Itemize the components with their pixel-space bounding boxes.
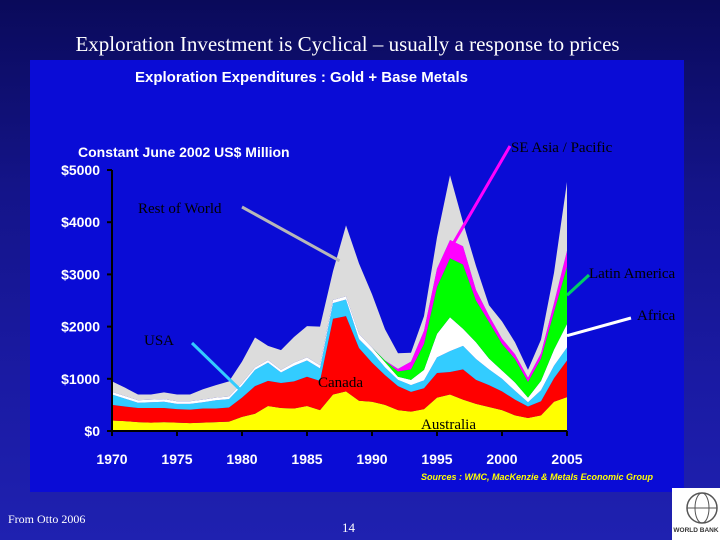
leader-latin-america — [565, 273, 591, 297]
x-tick-label: 1995 — [421, 451, 452, 467]
x-tick-label: 1980 — [226, 451, 257, 467]
x-tick-label: 1990 — [356, 451, 387, 467]
exploration-chart: $0 $1000 $2000 $3000 $4000 $5000 1970 1975 1980… — [61, 69, 676, 482]
slide-title: Exploration Investment is Cyclical – usu… — [75, 32, 620, 56]
footer-source: From Otto 2006 — [8, 512, 86, 526]
x-tick-label: 1970 — [96, 451, 127, 467]
area-canada — [112, 316, 567, 424]
leader-africa — [566, 316, 632, 338]
annotation-label-rest-of-world: Rest of World — [138, 201, 222, 217]
annotation-label-australia: Australia — [421, 417, 476, 433]
y-tick-label: $3000 — [61, 266, 100, 282]
logo-text: WORLD BANK — [673, 527, 718, 534]
annotation-label-latin-america: Latin America — [589, 266, 676, 282]
chart-title: Exploration Expenditures : Gold + Base M… — [135, 69, 468, 86]
leader-rest-of-world — [241, 205, 341, 263]
y-ticks: $0 $1000 $2000 $3000 $4000 $5000 — [61, 162, 112, 439]
y-tick-label: $2000 — [61, 319, 100, 335]
leader-se-asia-pacific — [448, 145, 512, 250]
annotation-label-usa: USA — [144, 333, 174, 349]
x-tick-label: 1985 — [291, 451, 322, 467]
world-bank-logo: WORLD BANK — [672, 488, 720, 540]
y-tick-label: $1000 — [61, 371, 100, 387]
page-number: 14 — [342, 520, 355, 535]
area-usa — [112, 299, 567, 410]
leader-usa — [190, 341, 244, 393]
annotation-leaders — [190, 145, 632, 393]
x-ticks: 1970 1975 1980 1985 1990 1995 2000 2005 — [96, 431, 583, 467]
annotation-label-africa: Africa — [637, 308, 676, 324]
y-tick-label: $5000 — [61, 162, 100, 178]
area-layers — [112, 175, 567, 431]
x-tick-label: 2000 — [486, 451, 517, 467]
area-africa — [112, 296, 567, 404]
axes — [111, 170, 567, 432]
chart-source: Sources : WMC, MacKenzie & Metals Econom… — [421, 472, 654, 482]
annotation-labels: SE Asia / Pacific Rest of World Latin Amer… — [138, 140, 676, 433]
x-tick-label: 2005 — [551, 451, 582, 467]
y-tick-label: $4000 — [61, 214, 100, 230]
chart-panel: $0 $1000 $2000 $3000 $4000 $5000 1970 1975 1980… — [30, 60, 684, 492]
annotation-label-se-asia-pacific: SE Asia / Pacific — [511, 140, 613, 156]
area-australia — [112, 391, 567, 431]
area-latin-america — [112, 258, 567, 402]
y-axis-label: Constant June 2002 US$ Million — [78, 144, 290, 160]
area-rest-of-world — [112, 175, 567, 402]
annotation-label-canada: Canada — [318, 375, 363, 391]
y-tick-label: $0 — [84, 423, 100, 439]
x-tick-label: 1975 — [161, 451, 192, 467]
